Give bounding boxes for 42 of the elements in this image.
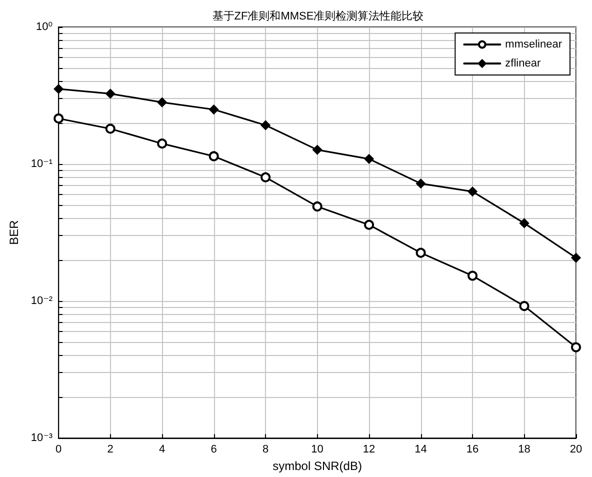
- point: [468, 186, 478, 196]
- x-tick-label: 20: [570, 444, 582, 456]
- point: [54, 84, 64, 94]
- x-tick-label: 8: [262, 444, 269, 456]
- point: [571, 342, 581, 352]
- point: [260, 120, 270, 130]
- point: [260, 172, 271, 182]
- y-tick-label: 10⁰: [36, 21, 54, 33]
- x-tick-label: 12: [362, 444, 376, 456]
- y-tick-label: 10⁻²: [30, 295, 53, 308]
- point: [519, 301, 530, 312]
- point: [520, 218, 530, 228]
- point: [364, 220, 374, 230]
- point: [312, 145, 322, 155]
- point: [106, 88, 116, 98]
- point: [416, 178, 426, 188]
- point: [209, 104, 219, 114]
- x-tick-label: 4: [159, 444, 166, 456]
- x-tick-label: 16: [466, 444, 479, 456]
- legend-label: zflinear: [505, 58, 541, 70]
- y-tick-label: 10⁻³: [30, 432, 53, 444]
- point: [105, 124, 116, 134]
- point: [54, 113, 64, 124]
- x-tick-label: 6: [210, 444, 217, 456]
- y-tick-label: 10⁻¹: [30, 158, 53, 170]
- x-tick-label: 0: [56, 444, 62, 456]
- legend-label: mmselinear: [505, 38, 562, 50]
- chart-title: 基于ZF准则和MMSE准则检测算法性能比较: [212, 10, 424, 22]
- x-tick-label: 18: [518, 444, 530, 456]
- point: [416, 248, 426, 258]
- x-axis-title: symbol SNR(dB): [272, 459, 362, 473]
- x-tick-label: 2: [107, 444, 114, 456]
- point: [312, 201, 322, 212]
- y-axis-title: BER: [7, 220, 21, 245]
- point: [468, 270, 478, 281]
- point: [157, 98, 167, 108]
- point: [208, 151, 219, 162]
- x-tick-label: 14: [414, 444, 427, 456]
- x-tick-label: 10: [311, 444, 324, 456]
- point: [571, 253, 581, 263]
- point: [364, 154, 374, 164]
- point: [157, 138, 168, 149]
